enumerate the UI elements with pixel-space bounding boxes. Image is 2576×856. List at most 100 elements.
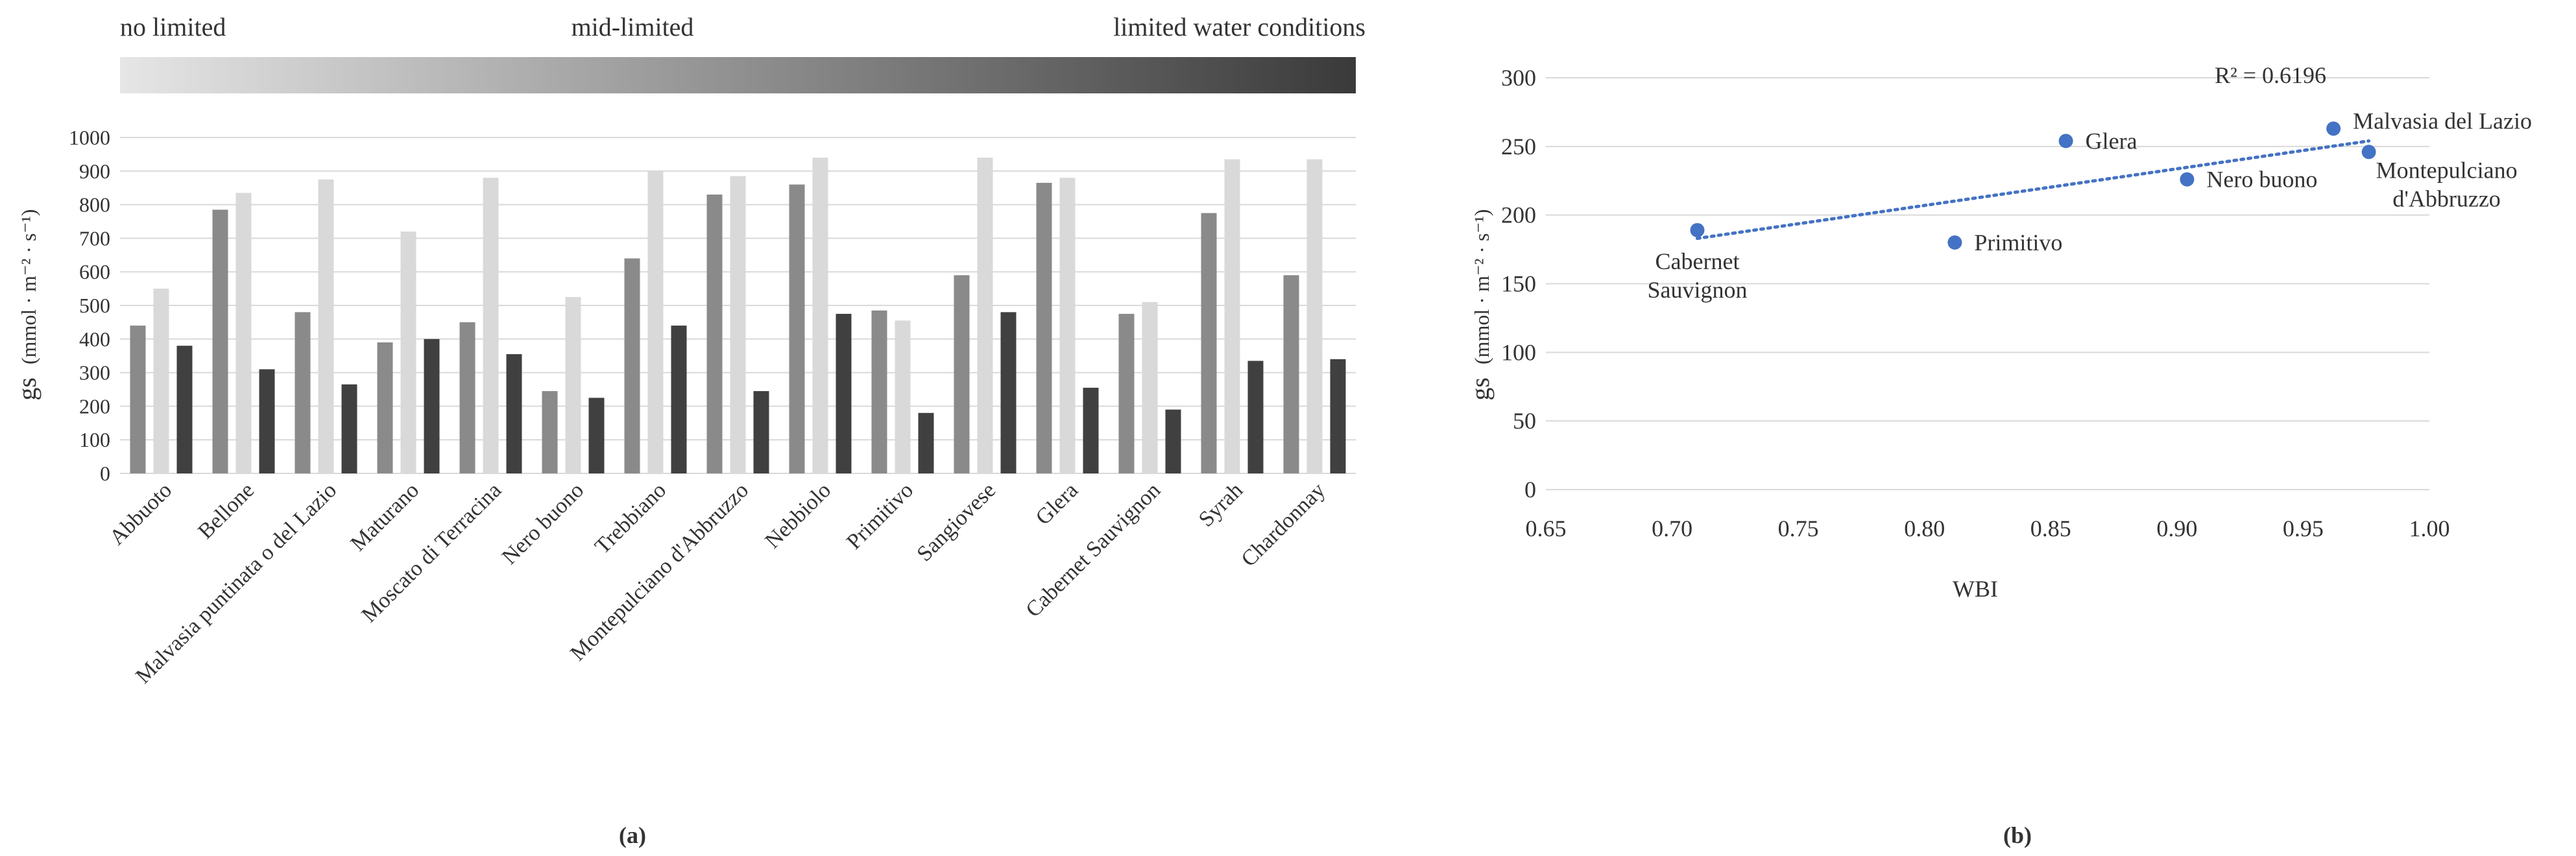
bar-chart-y-axis-label-main: gs — [12, 377, 42, 401]
scatter-x-tick-label: 0.90 — [2156, 516, 2197, 541]
scatter-point — [1947, 235, 1962, 250]
scatter-x-tick-label: 0.65 — [1526, 516, 1567, 541]
bar-chart-bars — [130, 158, 1346, 474]
bar-y-tick-label: 500 — [79, 294, 110, 317]
bar-3-series-0 — [377, 342, 393, 473]
scatter-points — [1690, 121, 2376, 250]
bar-3-series-1 — [400, 232, 416, 473]
bar-y-tick-label: 800 — [79, 193, 110, 217]
bar-5-series-2 — [588, 398, 605, 473]
bar-1-series-0 — [212, 209, 228, 473]
scatter-y-axis-label: gs (mmol · m⁻² · s⁻¹) — [1465, 209, 1495, 400]
bar-0-series-0 — [130, 326, 146, 473]
scatter-point-label-line: Glera — [2086, 128, 2137, 154]
gradient-label-no-limited: no limited — [120, 12, 226, 42]
scatter-point-label-line: d'Abbruzzo — [2392, 185, 2500, 211]
bar-x-tick-label: Glera — [1031, 478, 1083, 530]
scatter-point — [2326, 121, 2341, 136]
bar-x-tick-label: Nero buono — [498, 478, 588, 569]
scatter-y-tick-label: 300 — [1501, 65, 1536, 91]
bar-0-series-1 — [153, 289, 169, 473]
bar-12-series-2 — [1165, 409, 1181, 473]
scatter-point-label-line: Cabernet — [1655, 248, 1740, 274]
bar-13-series-1 — [1224, 159, 1240, 474]
bar-x-tick-label: Cabernet Sauvignon — [1021, 478, 1165, 622]
scatter-point-label: Malvasia del Lazio — [2353, 108, 2532, 134]
bar-8-series-1 — [812, 158, 828, 473]
bar-x-tick-label: Abbuoto — [105, 478, 176, 549]
bar-4-series-0 — [459, 322, 475, 473]
scatter-point — [2361, 145, 2376, 160]
bar-12-series-0 — [1118, 313, 1135, 473]
bar-6-series-1 — [647, 171, 664, 473]
scatter-point-label-line: Sauvignon — [1647, 277, 1747, 303]
bar-9-series-2 — [918, 412, 934, 473]
water-gradient-bar — [120, 57, 1356, 93]
bar-13-series-2 — [1247, 361, 1264, 473]
scatter-point-label-line: Nero buono — [2206, 167, 2317, 193]
panel-a-caption: (a) — [619, 822, 646, 848]
bar-x-tick-label: Moscato di Terracina — [357, 478, 507, 627]
bar-chart-y-axis-label: gs (mmol · m⁻² · s⁻¹) — [12, 209, 42, 400]
bar-y-tick-label: 400 — [79, 327, 110, 351]
scatter-point-label: Nero buono — [2206, 167, 2317, 193]
scatter-x-axis-label: WBI — [1953, 576, 1998, 602]
bar-14-series-0 — [1283, 275, 1299, 473]
bar-7-series-0 — [706, 195, 723, 473]
scatter-point — [2180, 172, 2195, 187]
bar-3-series-2 — [424, 339, 440, 473]
scatter-x-tick-labels: 0.65 0.70 0.75 0.80 0.85 0.90 0.95 1.00 — [1526, 516, 2450, 541]
scatter-point-labels: Cabernet Sauvignon Primitivo Glera Nero buon… — [1647, 108, 2532, 303]
scatter-y-tick-label: 200 — [1501, 202, 1536, 228]
bar-14-series-2 — [1330, 359, 1346, 473]
bar-2-series-0 — [295, 312, 311, 473]
bar-chart-y-tick-labels: 0 100 200 300 400 500 600 700 800 900 1000 — [69, 126, 110, 485]
bar-x-tick-label: Chardonnay — [1236, 478, 1330, 571]
bar-1-series-2 — [259, 369, 275, 473]
scatter-x-tick-label: 0.70 — [1652, 516, 1692, 541]
bar-y-tick-label: 100 — [79, 428, 110, 451]
scatter-point-label-line: Montepulciano — [2376, 157, 2518, 183]
scatter-x-tick-label: 0.80 — [1904, 516, 1945, 541]
bar-9-series-0 — [871, 310, 887, 473]
bar-2-series-1 — [318, 179, 334, 473]
scatter-y-axis-label-unit: (mmol · m⁻² · s⁻¹) — [1470, 209, 1493, 364]
scatter-point-label-line: Primitivo — [1974, 230, 2062, 256]
bar-x-tick-label: Syrah — [1194, 478, 1247, 531]
bar-13-series-0 — [1201, 213, 1217, 473]
scatter-trendline — [1695, 139, 2371, 241]
bar-y-tick-label: 900 — [79, 160, 110, 183]
bar-8-series-0 — [789, 184, 805, 473]
bar-14-series-1 — [1306, 159, 1323, 474]
scatter-y-tick-label: 150 — [1501, 271, 1536, 297]
gradient-label-mid-limited: mid-limited — [572, 12, 694, 42]
scatter-x-tick-label: 0.85 — [2030, 516, 2071, 541]
bar-10-series-2 — [1000, 312, 1017, 473]
scatter-y-tick-label: 100 — [1501, 339, 1536, 365]
scatter-r2-label: R² = 0.6196 — [2215, 62, 2326, 88]
scatter-point-label: Cabernet Sauvignon — [1647, 248, 1747, 303]
bar-y-tick-label: 300 — [79, 361, 110, 385]
gradient-label-limited-water: limited water conditions — [1113, 12, 1366, 42]
bar-10-series-1 — [977, 158, 993, 473]
bar-5-series-1 — [565, 297, 581, 473]
bar-chart-y-axis-label-unit: (mmol · m⁻² · s⁻¹) — [17, 209, 40, 364]
bar-2-series-2 — [341, 384, 357, 473]
bar-11-series-0 — [1036, 182, 1052, 473]
bar-5-series-0 — [542, 391, 558, 473]
bar-6-series-2 — [671, 326, 687, 473]
bar-0-series-2 — [176, 346, 193, 473]
scatter-x-tick-label: 0.75 — [1778, 516, 1819, 541]
bar-x-tick-label: Primitivo — [842, 478, 918, 554]
bar-x-tick-label: Sangiovese — [912, 478, 1000, 566]
bar-y-tick-label: 700 — [79, 226, 110, 250]
bar-4-series-2 — [506, 354, 522, 473]
bar-6-series-0 — [624, 258, 640, 473]
panel-b-caption: (b) — [2003, 822, 2032, 848]
scatter-point — [1690, 222, 1705, 237]
bar-10-series-0 — [954, 275, 970, 473]
bar-y-tick-label: 1000 — [69, 126, 110, 149]
scatter-y-tick-labels: 0 50 100 150 200 250 300 — [1501, 65, 1536, 503]
